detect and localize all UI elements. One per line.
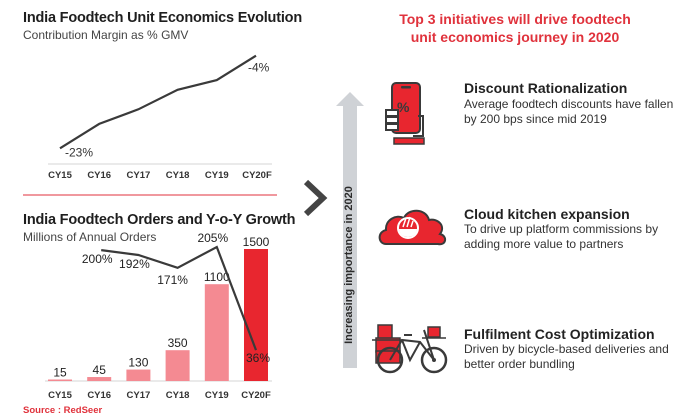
initiative-title-3: Fulfilment Cost Optimization: [464, 326, 655, 342]
bar-cy19: [204, 284, 229, 381]
line-chart-title: India Foodtech Unit Economics Evolution: [23, 10, 302, 26]
initiative-desc-3-line-1: Driven by bicycle-based deliveries and: [464, 342, 669, 356]
initiative-desc-1-line-1: Average foodtech discounts have fallen: [464, 97, 674, 111]
x-tick-label: CY16: [87, 170, 111, 181]
margin-line: [59, 54, 257, 150]
bar-cy16: [87, 377, 112, 381]
cloud-kitchen-icon: [378, 209, 446, 246]
bar-value-label: 1100: [204, 270, 230, 284]
initiative-desc-3: Driven by bicycle-based deliveries and b…: [464, 342, 694, 372]
x-tick-label: CY17: [127, 390, 151, 401]
x-tick-label: CY16: [87, 390, 111, 401]
bar-cy20f: [244, 249, 268, 381]
data-label-cy20f: -4%: [248, 61, 270, 75]
bar-chart: 15 45 130 350 1100 1500 200% 192% 171% 205% 36% C…: [45, 231, 272, 401]
growth-label: 36%: [246, 351, 270, 365]
arrow-label: Increasing importance in 2020: [343, 186, 355, 344]
bar-value-label: 1500: [243, 235, 270, 249]
initiative-desc-2-line-1: To drive up platform commissions by: [464, 222, 659, 236]
right-title: Top 3 initiatives will drive foodtech un…: [375, 10, 655, 46]
initiative-desc-2: To drive up platform commissions by addi…: [464, 222, 694, 252]
initiative-desc-2-line-2: adding more value to partners: [464, 237, 624, 251]
bar-cy17: [126, 369, 151, 381]
x-tick-label: CY20F: [241, 390, 271, 401]
svg-text:%: %: [397, 99, 410, 115]
x-tick-label: CY15: [48, 390, 72, 401]
x-tick-label: CY15: [48, 170, 72, 181]
initiative-title-2: Cloud kitchen expansion: [464, 206, 630, 222]
bar-value-label: 130: [128, 356, 148, 370]
growth-label: 192%: [119, 257, 150, 271]
source-note: Source : RedSeer: [23, 405, 103, 416]
bar-chart-title: India Foodtech Orders and Y-o-Y Growth: [23, 212, 296, 228]
bar-chart-subtitle: Millions of Annual Orders: [23, 230, 157, 244]
growth-label: 200%: [82, 252, 113, 266]
phone-discount-icon: %: [385, 82, 425, 145]
x-tick-label: CY20F: [242, 170, 272, 181]
growth-label: 205%: [197, 231, 228, 245]
line-chart-subtitle: Contribution Margin as % GMV: [23, 28, 189, 42]
initiative-desc-1-line-2: by 200 bps since mid 2019: [464, 112, 607, 126]
up-arrow-icon: [336, 92, 364, 368]
growth-label: 171%: [157, 273, 188, 287]
right-title-line-2: unit economics journey in 2020: [410, 29, 620, 45]
bar-cy18: [165, 350, 190, 381]
delivery-bicycle-icon: [372, 324, 448, 374]
data-label-cy15: -23%: [65, 145, 93, 159]
x-tick-label: CY19: [205, 170, 229, 181]
chevron-right-icon: [303, 179, 328, 217]
growth-line: [101, 245, 258, 351]
bar-value-label: 15: [53, 366, 67, 380]
right-title-line-1: Top 3 initiatives will drive foodtech: [399, 11, 631, 27]
bar-cy15: [48, 379, 72, 381]
x-tick-label: CY17: [127, 170, 151, 181]
initiative-title-1: Discount Rationalization: [464, 80, 628, 96]
x-tick-label: CY18: [166, 170, 190, 181]
x-tick-label: CY19: [205, 390, 229, 401]
initiative-desc-1: Average foodtech discounts have fallen b…: [464, 97, 694, 127]
bar-value-label: 350: [168, 336, 188, 350]
bar-value-label: 45: [93, 363, 107, 377]
initiative-desc-3-line-2: better order bundling: [464, 357, 575, 371]
line-chart: -23% -4% CY15 CY16 CY17 CY18 CY19 CY20F: [23, 54, 277, 196]
x-tick-label: CY18: [166, 390, 190, 401]
